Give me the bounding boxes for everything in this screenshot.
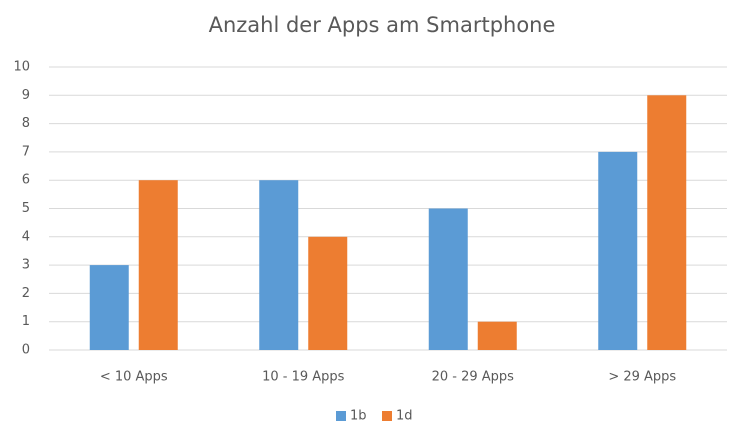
legend-swatch	[382, 411, 392, 421]
x-tick-label: > 29 Apps	[608, 370, 676, 385]
y-tick-label: 0	[22, 343, 30, 358]
bar	[138, 180, 178, 350]
y-tick-label: 6	[22, 173, 30, 188]
bar	[598, 151, 638, 350]
x-tick-label: 20 - 29 Apps	[432, 370, 515, 385]
y-tick-label: 7	[22, 144, 30, 159]
x-tick-label: 10 - 19 Apps	[262, 370, 345, 385]
bar	[477, 321, 517, 350]
legend-swatch	[336, 411, 346, 421]
chart-title: Anzahl der Apps am Smartphone	[209, 13, 556, 37]
bar	[308, 236, 348, 350]
y-tick-label: 2	[22, 286, 30, 301]
y-tick-label: 9	[22, 88, 30, 103]
legend-label: 1b	[350, 409, 367, 424]
y-tick-label: 8	[22, 116, 30, 131]
bar	[259, 180, 299, 350]
y-tick-label: 4	[22, 229, 30, 244]
legend-label: 1d	[396, 409, 413, 424]
y-tick-label: 3	[22, 258, 30, 273]
y-tick-label: 5	[22, 201, 30, 216]
bar	[428, 208, 468, 350]
y-tick-label: 10	[13, 60, 30, 75]
y-tick-label: 1	[22, 314, 30, 329]
bar	[89, 265, 129, 350]
bar	[647, 95, 687, 350]
x-tick-label: < 10 Apps	[100, 370, 168, 385]
